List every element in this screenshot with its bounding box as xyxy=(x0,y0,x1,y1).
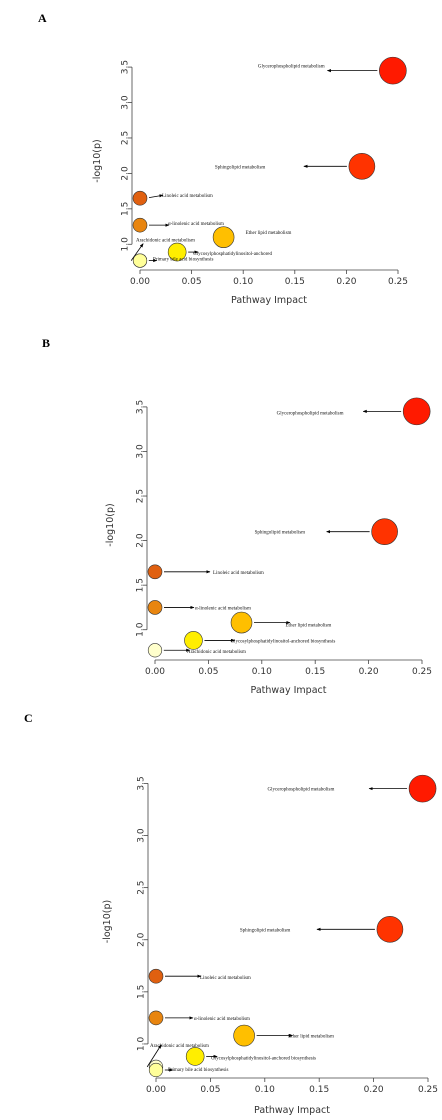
x-tick-label: 0.20 xyxy=(359,667,379,677)
annotation-arrow xyxy=(130,243,144,261)
x-tick-label: 0.20 xyxy=(364,1085,384,1095)
data-point xyxy=(148,1062,164,1078)
x-tick-label: 0.00 xyxy=(145,667,165,677)
point-label: Linoleic acid metabolism xyxy=(213,571,264,576)
point-label: Ether lipid metabolism xyxy=(246,231,292,236)
point-label: Linoleic acid metabolism xyxy=(162,194,213,199)
point-label: Linoleic acid metabolism xyxy=(200,976,251,981)
annotation-arrow xyxy=(148,194,164,199)
point-label: Glycosylphosphatidylinositol-anchored xyxy=(193,252,272,257)
point-label: Arachidonic acid metabolism xyxy=(150,1044,209,1049)
annotation-arrow xyxy=(146,1044,162,1068)
data-point xyxy=(402,397,431,426)
data-point xyxy=(184,631,203,650)
data-point xyxy=(147,600,163,615)
y-tick-label: 3.0 xyxy=(137,828,147,843)
y-axis-title: -log10(p) xyxy=(92,139,103,182)
y-tick-label: 2.0 xyxy=(121,166,131,181)
chart-panel-c: C 0.00 0.05 0.10 0.15 0.20 0.25 1.0 1.5 2.0 2.5 3.0… xyxy=(24,711,438,1116)
data-point xyxy=(348,153,376,180)
y-tick-label: 2.0 xyxy=(137,932,147,947)
point-label: Glycerophospholipid metabolism xyxy=(277,411,344,416)
x-tick-label: 0.10 xyxy=(233,277,253,287)
point-label: Arachidonic acid metabolism xyxy=(187,650,246,655)
point-label: Glycerophospholipid metabolism xyxy=(258,65,325,70)
data-point xyxy=(132,217,148,233)
x-tick-label: 0.20 xyxy=(336,277,356,287)
data-point xyxy=(371,518,398,545)
data-point xyxy=(148,1010,164,1026)
x-tick-label: 0.15 xyxy=(309,1085,329,1095)
data-point xyxy=(233,1024,255,1047)
data-point xyxy=(185,1047,205,1066)
y-tick-label: 3.5 xyxy=(121,60,131,74)
data-point xyxy=(379,56,407,85)
x-tick-label: 0.15 xyxy=(305,667,325,677)
point-label: Arachidonic acid metabolism xyxy=(136,239,195,244)
point-label: Sphingolipid metabolism xyxy=(240,928,291,933)
x-tick-label: 0.25 xyxy=(388,277,408,287)
data-point xyxy=(147,564,163,580)
y-tick-label: 2.0 xyxy=(136,533,146,548)
point-label: Glycerophospholipid metabolism xyxy=(268,788,335,793)
y-axis-title: -log10(p) xyxy=(105,503,116,546)
point-label: Primary bile acid biosynthesis xyxy=(168,1068,228,1073)
chart-panel-b: B 0.00 0.05 0.10 0.15 0.20 0.25 1.0 1.5 2.0 2.5 3.0… xyxy=(42,336,432,696)
data-point xyxy=(167,242,187,262)
point-label: Ether lipid metabolism xyxy=(288,1035,334,1040)
x-tick-label: 0.10 xyxy=(252,667,272,677)
panel-label: C xyxy=(24,711,33,725)
point-label: Glycosylphosphatidylinositol-anchored bi… xyxy=(230,639,335,644)
y-tick-label: 3.5 xyxy=(137,776,147,790)
y-tick-label: 2.5 xyxy=(121,131,131,145)
y-axis-title: -log10(p) xyxy=(102,900,113,943)
y-tick-label: 1.0 xyxy=(137,1037,147,1052)
x-axis-title: Pathway Impact xyxy=(251,685,327,696)
data-point xyxy=(212,226,235,248)
x-tick-label: 0.00 xyxy=(130,277,150,287)
point-label: α-linolenic acid metabolism xyxy=(195,606,251,611)
point-label: Ether lipid metabolism xyxy=(286,624,332,629)
x-tick-label: 0.25 xyxy=(412,667,432,677)
x-tick-label: 0.05 xyxy=(182,277,202,287)
data-point xyxy=(408,774,437,803)
x-tick-label: 0.15 xyxy=(285,277,305,287)
x-axis-title: Pathway Impact xyxy=(231,295,307,306)
y-tick-label: 1.5 xyxy=(121,202,131,216)
panel-label: B xyxy=(42,336,50,350)
data-point xyxy=(132,190,148,206)
y-tick-label: 1.5 xyxy=(137,985,147,999)
point-label: α-linolenic acid metabolism xyxy=(168,222,224,227)
x-tick-label: 0.10 xyxy=(255,1085,275,1095)
point-label: Sphingolipid metabolism xyxy=(215,165,266,170)
y-tick-label: 1.0 xyxy=(121,237,131,252)
data-point xyxy=(230,611,253,634)
panel-label: A xyxy=(38,11,47,25)
x-axis-title: Pathway Impact xyxy=(254,1105,330,1116)
data-point xyxy=(148,968,164,984)
x-tick-label: 0.05 xyxy=(200,1085,220,1095)
chart-panel-a: A 0.00 0.05 0.10 0.15 0.20 0.25 1.0 1.5 2.0 2.5 3.0… xyxy=(38,11,408,306)
y-tick-label: 2.5 xyxy=(137,880,147,894)
point-label: Sphingolipid metabolism xyxy=(255,531,306,536)
y-tick-label: 3.0 xyxy=(121,95,131,110)
x-tick-label: 0.25 xyxy=(418,1085,438,1095)
y-tick-label: 2.5 xyxy=(136,489,146,503)
point-label: α-linolenic acid metabolism xyxy=(194,1017,250,1022)
point-label: Primary bile acid biosynthesis xyxy=(153,258,213,263)
y-tick-label: 3.0 xyxy=(136,444,146,459)
x-tick-label: 0.05 xyxy=(198,667,218,677)
y-tick-label: 1.0 xyxy=(136,622,146,637)
x-tick-label: 0.00 xyxy=(146,1085,166,1095)
y-tick-label: 1.5 xyxy=(136,578,146,592)
data-point xyxy=(376,916,404,943)
point-label: Glycosylphosphatidylinositol-anchored bi… xyxy=(211,1056,316,1061)
data-point xyxy=(147,643,163,658)
y-tick-label: 3.5 xyxy=(136,400,146,414)
data-point xyxy=(132,253,148,268)
